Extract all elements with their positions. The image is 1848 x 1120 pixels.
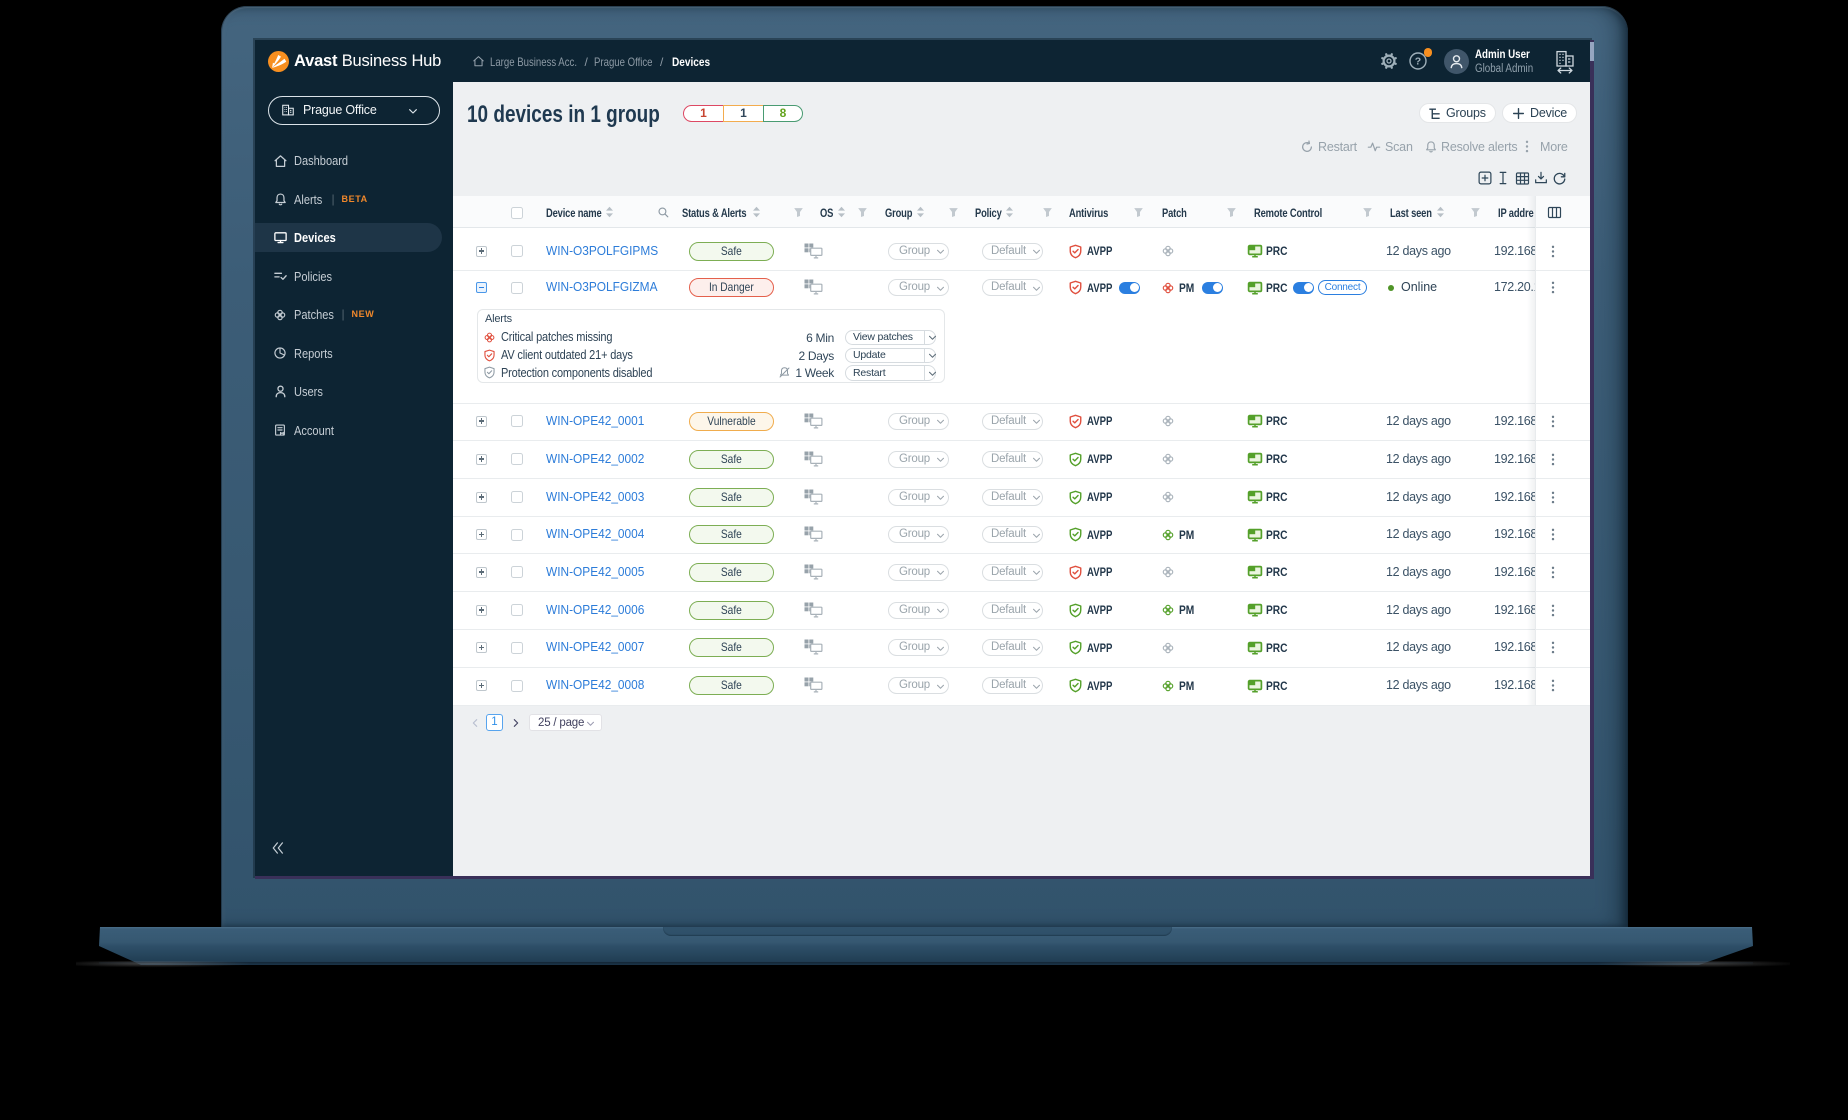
svg-text:?: ?	[1415, 55, 1421, 67]
